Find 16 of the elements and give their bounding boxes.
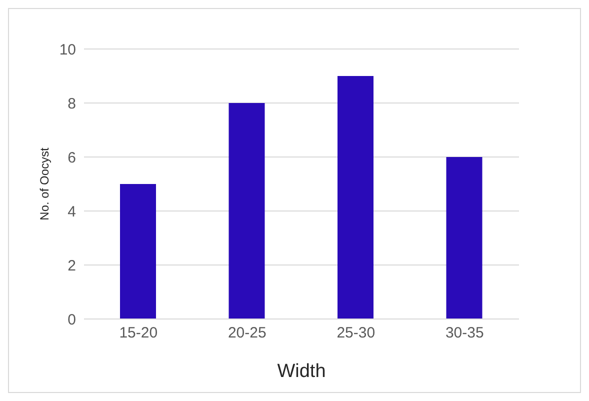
y-tick-label: 8 <box>68 95 76 112</box>
x-tick-label: 25-30 <box>336 324 376 342</box>
bar <box>338 76 374 319</box>
y-tick-label: 4 <box>68 203 76 220</box>
y-tick-label: 0 <box>68 311 76 328</box>
y-tick-label: 6 <box>68 149 76 166</box>
x-tick-label: 20-25 <box>228 324 266 342</box>
y-tick-label: 2 <box>68 257 76 274</box>
x-tick-label: 15-20 <box>119 324 158 342</box>
bar <box>228 103 265 319</box>
x-tick-label: 30-35 <box>445 324 484 342</box>
x-axis-title: Width <box>277 361 326 382</box>
bar <box>446 157 482 319</box>
bar <box>120 184 156 319</box>
y-axis-title: No. of Oocyst <box>37 146 52 220</box>
y-tick-label: 10 <box>59 41 76 58</box>
